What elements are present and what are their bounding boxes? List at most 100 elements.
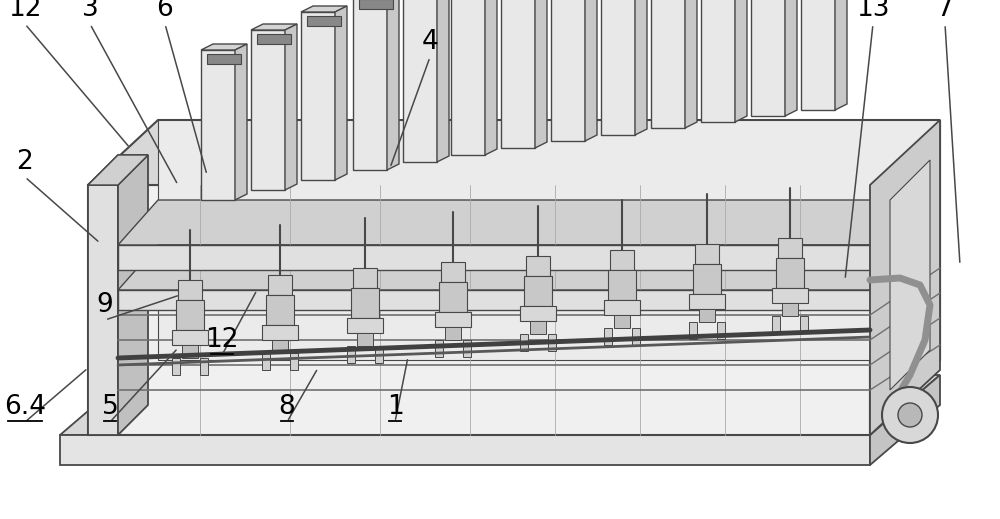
Polygon shape	[778, 238, 802, 258]
Polygon shape	[207, 54, 241, 64]
Text: 12: 12	[8, 0, 42, 22]
Polygon shape	[693, 264, 721, 294]
Polygon shape	[785, 0, 797, 116]
Polygon shape	[776, 258, 804, 288]
Text: 7: 7	[937, 0, 953, 22]
Polygon shape	[353, 0, 387, 170]
Polygon shape	[604, 328, 612, 345]
Polygon shape	[689, 322, 697, 339]
Polygon shape	[524, 276, 552, 306]
Polygon shape	[290, 353, 298, 370]
Polygon shape	[463, 340, 471, 357]
Polygon shape	[251, 24, 297, 30]
Polygon shape	[695, 244, 719, 264]
Polygon shape	[701, 0, 735, 122]
Polygon shape	[88, 155, 148, 185]
Polygon shape	[890, 160, 930, 390]
Polygon shape	[435, 312, 471, 327]
Polygon shape	[88, 120, 940, 185]
Text: 9: 9	[97, 292, 113, 318]
Polygon shape	[357, 333, 373, 346]
Polygon shape	[608, 270, 636, 300]
Polygon shape	[520, 334, 528, 351]
Text: 6: 6	[157, 0, 173, 22]
Polygon shape	[60, 435, 870, 465]
Polygon shape	[870, 120, 940, 435]
Circle shape	[882, 387, 938, 443]
Polygon shape	[257, 34, 291, 44]
Polygon shape	[772, 316, 780, 333]
Polygon shape	[172, 358, 180, 375]
Polygon shape	[335, 6, 347, 180]
Text: 2: 2	[17, 149, 33, 175]
Polygon shape	[235, 44, 247, 200]
Polygon shape	[635, 0, 647, 135]
Polygon shape	[689, 294, 725, 309]
Polygon shape	[685, 0, 697, 128]
Polygon shape	[551, 0, 585, 141]
Polygon shape	[403, 0, 437, 162]
Polygon shape	[301, 12, 335, 180]
Polygon shape	[800, 316, 808, 333]
Polygon shape	[632, 328, 640, 345]
Polygon shape	[535, 0, 547, 148]
Polygon shape	[60, 375, 940, 435]
Polygon shape	[699, 309, 715, 322]
Polygon shape	[614, 315, 630, 328]
Polygon shape	[835, 0, 847, 110]
Polygon shape	[801, 0, 835, 110]
Polygon shape	[451, 0, 485, 155]
Polygon shape	[285, 24, 297, 190]
Polygon shape	[870, 375, 940, 465]
Text: 8: 8	[279, 394, 295, 420]
Polygon shape	[530, 321, 546, 334]
Polygon shape	[262, 353, 270, 370]
Polygon shape	[172, 330, 208, 345]
Polygon shape	[610, 250, 634, 270]
Polygon shape	[526, 256, 550, 276]
Polygon shape	[501, 0, 535, 148]
Polygon shape	[347, 346, 355, 363]
Polygon shape	[585, 0, 597, 141]
Polygon shape	[301, 6, 347, 12]
Polygon shape	[782, 303, 798, 316]
Polygon shape	[88, 185, 870, 435]
Polygon shape	[387, 0, 399, 170]
Polygon shape	[347, 318, 383, 333]
Text: 1: 1	[387, 394, 403, 420]
Polygon shape	[266, 295, 294, 325]
Polygon shape	[88, 185, 118, 435]
Polygon shape	[735, 0, 747, 122]
Polygon shape	[88, 155, 148, 185]
Text: 5: 5	[102, 394, 118, 420]
Polygon shape	[118, 290, 870, 310]
Polygon shape	[359, 0, 393, 9]
Polygon shape	[251, 30, 285, 190]
Polygon shape	[178, 280, 202, 300]
Polygon shape	[118, 200, 940, 245]
Polygon shape	[200, 358, 208, 375]
Polygon shape	[601, 0, 635, 135]
Circle shape	[898, 403, 922, 427]
Polygon shape	[651, 0, 685, 128]
Polygon shape	[717, 322, 725, 339]
Polygon shape	[118, 245, 940, 290]
Polygon shape	[439, 282, 467, 312]
Text: 3: 3	[82, 0, 98, 22]
Polygon shape	[158, 120, 940, 360]
Polygon shape	[548, 334, 556, 351]
Polygon shape	[272, 340, 288, 353]
Polygon shape	[751, 0, 785, 116]
Polygon shape	[307, 16, 341, 26]
Polygon shape	[201, 44, 247, 50]
Text: 12: 12	[205, 327, 239, 353]
Polygon shape	[485, 0, 497, 155]
Polygon shape	[441, 262, 465, 282]
Polygon shape	[262, 325, 298, 340]
Text: 13: 13	[856, 0, 890, 22]
Polygon shape	[435, 340, 443, 357]
Polygon shape	[772, 288, 808, 303]
Polygon shape	[437, 0, 449, 162]
Polygon shape	[351, 288, 379, 318]
Text: 4: 4	[422, 29, 438, 55]
